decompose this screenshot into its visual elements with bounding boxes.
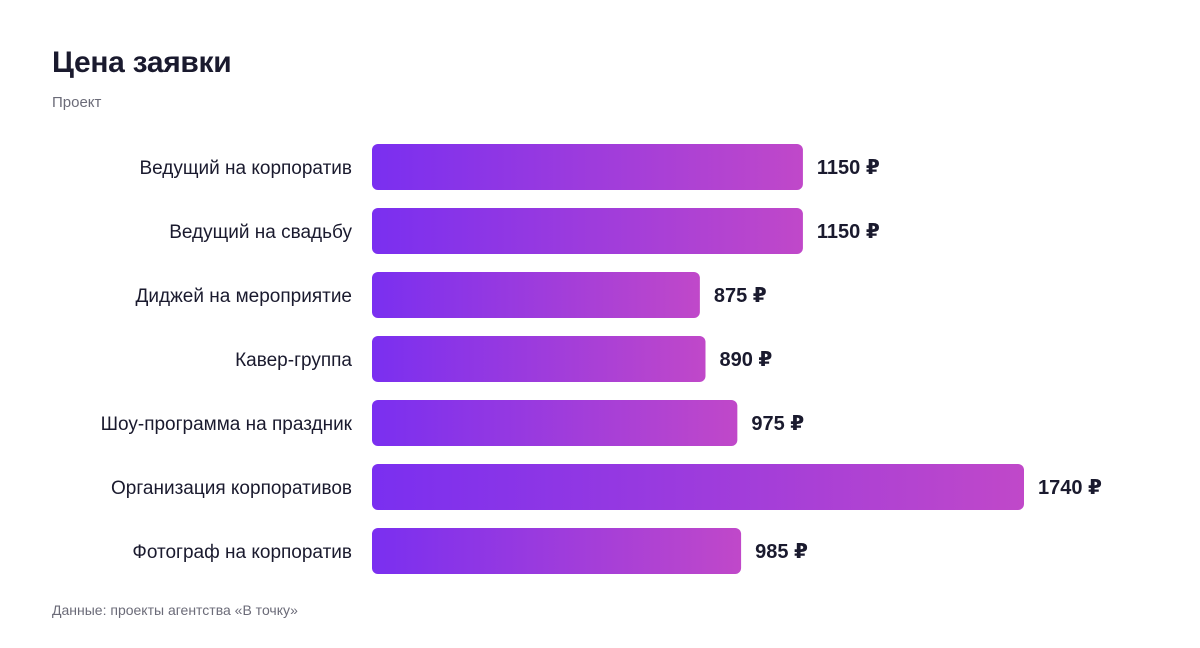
bar	[372, 144, 803, 190]
value-label: 1150 ₽	[817, 221, 880, 243]
category-label: Диджей на мероприятие	[136, 286, 352, 307]
category-label: Ведущий на корпоратив	[139, 158, 352, 179]
bar	[372, 464, 1024, 510]
chart-title: Цена заявки	[52, 46, 232, 79]
value-label: 1740 ₽	[1038, 477, 1102, 499]
category-label: Ведущий на свадьбу	[169, 222, 352, 243]
value-label: 985 ₽	[755, 541, 808, 563]
value-label: 875 ₽	[714, 285, 767, 307]
value-label: 975 ₽	[751, 413, 804, 435]
value-label: 890 ₽	[719, 349, 772, 371]
bar	[372, 400, 738, 446]
chart-subtitle: Проект	[52, 94, 102, 111]
category-label: Шоу-программа на праздник	[101, 414, 353, 435]
bar	[372, 336, 706, 382]
bars-group: Ведущий на корпоратив 1150 ₽ Ведущий на св…	[101, 144, 1102, 574]
category-label: Кавер-группа	[235, 350, 352, 371]
value-label: 1150 ₽	[817, 157, 880, 179]
bar	[372, 272, 700, 318]
source-note: Данные: проекты агентства «В точку»	[52, 602, 298, 618]
category-label: Фотограф на корпоратив	[132, 542, 352, 563]
category-label: Организация корпоративов	[111, 478, 352, 499]
bar	[372, 528, 742, 574]
bar	[372, 208, 803, 254]
